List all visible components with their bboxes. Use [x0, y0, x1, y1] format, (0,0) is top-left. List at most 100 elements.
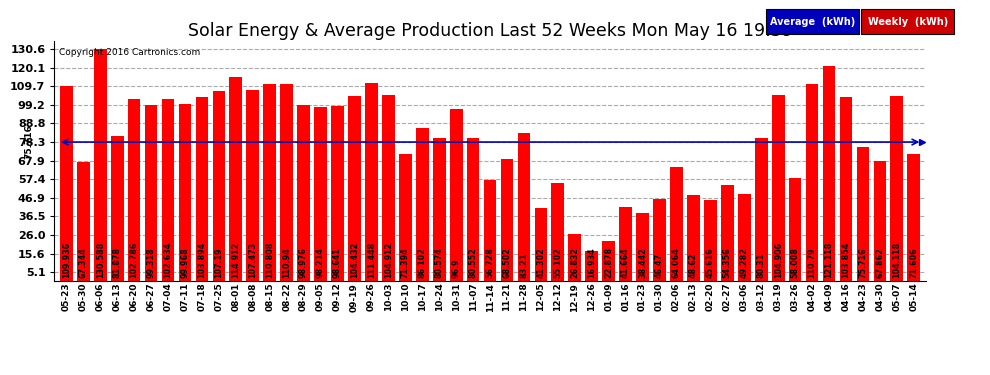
Bar: [789, 178, 802, 281]
Text: 55.102: 55.102: [553, 247, 562, 278]
Bar: [873, 160, 886, 281]
Text: 56.728: 56.728: [485, 247, 495, 278]
Bar: [111, 136, 124, 281]
Text: 86.102: 86.102: [418, 247, 427, 278]
Text: 104.912: 104.912: [384, 242, 393, 278]
Bar: [653, 199, 666, 281]
Text: 26.832: 26.832: [570, 247, 579, 278]
Text: 110.808: 110.808: [265, 242, 274, 278]
Text: 107.473: 107.473: [248, 242, 257, 278]
Bar: [145, 105, 157, 281]
Text: 80.574: 80.574: [435, 247, 444, 278]
Text: 104.118: 104.118: [892, 242, 901, 278]
Bar: [602, 241, 615, 281]
Bar: [806, 84, 819, 281]
Text: 67.344: 67.344: [79, 247, 88, 278]
Text: 41.302: 41.302: [537, 247, 545, 278]
Bar: [890, 96, 903, 281]
Bar: [772, 95, 784, 281]
Bar: [840, 97, 852, 281]
Text: 121.118: 121.118: [825, 242, 834, 278]
Text: 75.716: 75.716: [25, 124, 34, 159]
Text: 98.214: 98.214: [316, 247, 325, 278]
Bar: [568, 234, 581, 281]
Bar: [620, 207, 632, 281]
Text: 99.968: 99.968: [180, 247, 189, 278]
Text: Weekly  (kWh): Weekly (kWh): [867, 16, 948, 27]
Bar: [60, 86, 72, 281]
Bar: [77, 162, 90, 281]
Text: 107.19: 107.19: [215, 247, 224, 278]
Text: 80.31: 80.31: [756, 252, 765, 278]
Text: 110.94: 110.94: [282, 247, 291, 278]
Bar: [687, 195, 700, 281]
Text: 81.878: 81.878: [113, 247, 122, 278]
Bar: [416, 128, 429, 281]
Text: 48.62: 48.62: [689, 252, 698, 278]
Text: 80.552: 80.552: [468, 247, 477, 278]
Bar: [314, 106, 327, 281]
Bar: [738, 194, 750, 281]
FancyBboxPatch shape: [766, 9, 859, 34]
Bar: [704, 200, 717, 281]
Bar: [856, 147, 869, 281]
Text: 102.634: 102.634: [163, 242, 172, 278]
Bar: [466, 138, 479, 281]
Bar: [94, 49, 107, 281]
Bar: [331, 106, 344, 281]
Bar: [178, 104, 191, 281]
Bar: [365, 83, 378, 281]
Text: 67.862: 67.862: [875, 247, 884, 278]
Text: 104.432: 104.432: [349, 242, 359, 278]
Bar: [518, 134, 531, 281]
FancyBboxPatch shape: [861, 9, 954, 34]
Text: 111.448: 111.448: [367, 242, 376, 278]
Text: 102.786: 102.786: [130, 242, 139, 278]
Text: 38.442: 38.442: [639, 247, 647, 278]
Bar: [247, 90, 259, 281]
Bar: [263, 84, 276, 281]
Bar: [449, 109, 462, 281]
Bar: [670, 167, 683, 281]
Text: 83.21: 83.21: [520, 252, 529, 278]
Text: 41.664: 41.664: [621, 247, 631, 278]
Text: 68.502: 68.502: [503, 247, 512, 278]
Text: 110.79: 110.79: [808, 247, 817, 278]
Bar: [551, 183, 564, 281]
Bar: [585, 251, 598, 281]
Bar: [721, 184, 734, 281]
Text: 99.318: 99.318: [147, 247, 155, 278]
Bar: [501, 159, 514, 281]
Bar: [213, 91, 225, 281]
Text: 54.356: 54.356: [723, 247, 732, 278]
Text: 96.9: 96.9: [451, 258, 460, 278]
Bar: [128, 99, 141, 281]
Bar: [484, 180, 496, 281]
Text: 103.894: 103.894: [197, 242, 206, 278]
Text: 109.936: 109.936: [61, 242, 71, 278]
Text: 130.588: 130.588: [96, 242, 105, 278]
Text: 103.854: 103.854: [842, 242, 850, 278]
Bar: [399, 154, 412, 281]
Text: 16.934: 16.934: [587, 247, 596, 278]
Text: 46.47: 46.47: [655, 253, 664, 278]
Bar: [823, 66, 836, 281]
Bar: [161, 99, 174, 281]
Bar: [755, 138, 767, 281]
Bar: [637, 213, 649, 281]
Text: 71.394: 71.394: [401, 247, 410, 278]
Bar: [382, 95, 395, 281]
Bar: [230, 77, 243, 281]
Text: 49.282: 49.282: [740, 247, 748, 278]
Bar: [196, 96, 208, 281]
Text: 45.616: 45.616: [706, 247, 715, 278]
Text: 98.641: 98.641: [333, 247, 342, 278]
Title: Solar Energy & Average Production Last 52 Weeks Mon May 16 19:59: Solar Energy & Average Production Last 5…: [187, 22, 793, 40]
Bar: [433, 138, 446, 281]
Text: 104.906: 104.906: [774, 242, 783, 278]
Text: 64.064: 64.064: [672, 247, 681, 278]
Text: 22.878: 22.878: [604, 247, 613, 278]
Text: 98.976: 98.976: [299, 247, 308, 278]
Bar: [280, 84, 293, 281]
Text: Copyright 2016 Cartronics.com: Copyright 2016 Cartronics.com: [58, 48, 200, 57]
